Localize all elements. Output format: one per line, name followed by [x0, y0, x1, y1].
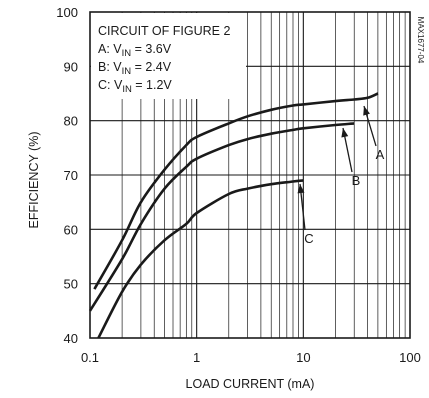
plot-frame	[89, 11, 411, 339]
legend-entry-a: A: VIN = 3.6V	[98, 42, 172, 59]
annotation-label-a: A	[376, 147, 385, 162]
x-tick-label: 10	[296, 350, 310, 365]
x-tick-label: 0.1	[81, 350, 99, 365]
x-tick-label: 1	[193, 350, 200, 365]
y-axis-title: EFFICIENCY (%)	[27, 132, 41, 229]
legend-entry-b: B: VIN = 2.4V	[98, 60, 172, 77]
annotation-label-b: B	[352, 173, 361, 188]
annotation-label-c: C	[304, 231, 313, 246]
annotation-arrows	[297, 105, 377, 231]
y-tick-label: 50	[64, 277, 78, 292]
figure-code: MAX1677-04	[416, 17, 425, 64]
x-tick-label: 100	[399, 350, 421, 365]
annotation-arrow-c-head	[297, 184, 305, 194]
y-tick-label: 70	[64, 168, 78, 183]
y-tick-label: 40	[64, 331, 78, 346]
y-tick-label: 80	[64, 114, 78, 129]
x-axis-title: LOAD CURRENT (mA)	[186, 377, 315, 391]
legend-entry-c: C: VIN = 1.2V	[98, 78, 172, 95]
annotation-arrow-a-head	[363, 106, 370, 116]
series-line-a	[93, 92, 379, 290]
annotation-arrow-b-head	[341, 128, 349, 138]
legend-entries: A: VIN = 3.6VB: VIN = 2.4VC: VIN = 1.2V	[98, 42, 172, 95]
series-layer	[88, 92, 379, 339]
series-line-b	[88, 122, 355, 312]
legend-background	[91, 13, 246, 99]
tick-labels: 40 50 60 70 80 90 100 0.1 1 10 100	[56, 5, 421, 365]
y-tick-label: 60	[64, 222, 78, 237]
legend-title: CIRCUIT OF FIGURE 2	[98, 24, 230, 38]
y-tick-label: 90	[64, 59, 78, 74]
y-tick-label: 100	[56, 5, 78, 20]
series-line-c	[97, 179, 304, 339]
